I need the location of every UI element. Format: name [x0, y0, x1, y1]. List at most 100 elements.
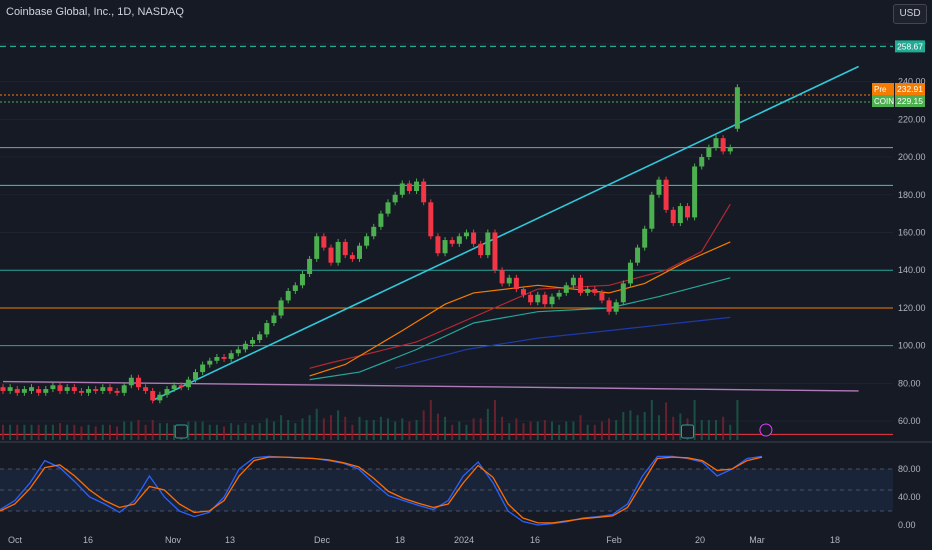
candle	[449, 240, 455, 244]
candle	[677, 206, 683, 224]
candle	[378, 213, 384, 227]
earnings-marker	[680, 424, 694, 439]
volume-bar	[244, 423, 247, 440]
candle	[528, 294, 534, 303]
volume-bar	[358, 416, 361, 440]
candle	[720, 138, 726, 152]
volume-bar	[272, 421, 275, 440]
volume-bar	[80, 426, 83, 440]
price-tick-label: 240.00	[898, 77, 926, 87]
volume-bar	[415, 420, 418, 440]
candle	[185, 379, 191, 388]
candle	[471, 232, 477, 244]
candle	[406, 183, 412, 191]
candle	[542, 294, 548, 305]
candle	[257, 334, 263, 341]
x-tick-label: Dec	[314, 535, 331, 545]
x-tick-label: 13	[225, 535, 235, 545]
candle	[307, 258, 313, 274]
volume-bar	[30, 424, 33, 440]
volume-bar	[422, 410, 425, 440]
candle	[620, 283, 626, 303]
candle	[57, 385, 63, 391]
candle	[520, 289, 526, 295]
volume-bar	[322, 418, 325, 440]
candle	[71, 387, 77, 391]
volume-bar	[137, 420, 140, 440]
x-tick-label: 18	[395, 535, 405, 545]
volume-bar	[722, 416, 725, 440]
price-tick-label: 220.00	[898, 114, 926, 124]
candle	[485, 232, 491, 256]
volume-bar	[436, 413, 439, 440]
candle	[235, 349, 241, 354]
volume-bar	[665, 402, 668, 440]
volume-bar	[94, 426, 97, 440]
candle	[43, 389, 49, 393]
candle	[706, 147, 712, 158]
volume-bar	[394, 421, 397, 440]
premarket-price-tag-value: 232.91	[897, 84, 923, 94]
volume-bar	[37, 424, 40, 440]
volume-bar	[9, 424, 12, 440]
candle	[670, 209, 676, 224]
volume-bar	[251, 424, 254, 440]
volume-bar	[44, 424, 47, 440]
premarket-price-tag-label-bg	[872, 83, 894, 95]
volume-bar	[23, 424, 26, 440]
candle	[242, 343, 248, 350]
currency-button[interactable]: USD	[893, 4, 927, 24]
candle	[392, 194, 398, 203]
candle	[385, 202, 391, 214]
volume-bar	[230, 423, 233, 440]
candle	[292, 285, 298, 291]
volume-bar	[672, 416, 675, 440]
volume-bar	[187, 421, 190, 440]
volume-bar	[558, 424, 561, 440]
candles[interactable]	[0, 84, 740, 404]
volume-bar	[223, 426, 226, 440]
candle	[93, 389, 99, 391]
candle	[649, 194, 655, 229]
volume-bar	[551, 421, 554, 440]
volume-bar	[543, 420, 546, 440]
volume-bar	[194, 421, 197, 440]
candle	[100, 387, 106, 391]
candle	[727, 147, 733, 152]
trendlines	[2, 65, 859, 402]
candle	[14, 389, 20, 393]
volume-bar	[508, 423, 511, 440]
candle	[656, 179, 662, 195]
moving-average-line	[309, 277, 731, 381]
event-markers[interactable]	[174, 423, 773, 439]
volume-bar	[579, 415, 582, 440]
volume-bar	[208, 424, 211, 440]
volume-bar	[387, 418, 390, 440]
volume-bar	[294, 423, 297, 440]
last-price-tag-label: COIN	[874, 97, 894, 106]
volume-bar	[643, 412, 646, 440]
candle	[214, 357, 220, 361]
moving-average-line	[394, 316, 731, 369]
price-tick-label: 180.00	[898, 190, 926, 200]
volume-bar	[280, 415, 283, 440]
volume-bar	[215, 424, 218, 440]
volume-bar	[586, 424, 589, 440]
volume-bar	[158, 423, 161, 440]
volume-bar	[344, 416, 347, 440]
volume-bar	[700, 420, 703, 440]
volume-bar	[165, 423, 168, 440]
premarket-price-tag-label: Pre	[874, 85, 887, 94]
candle	[157, 394, 163, 401]
candle	[29, 387, 35, 391]
stochastic-pane	[0, 441, 932, 526]
volume-bar	[472, 418, 475, 440]
price-tick-label: 60.00	[898, 416, 921, 426]
candle	[193, 372, 199, 380]
candle	[128, 377, 134, 386]
volume-bar	[629, 410, 632, 440]
volume-bar	[130, 421, 133, 440]
volume-bar	[16, 424, 19, 440]
candle	[107, 387, 113, 391]
